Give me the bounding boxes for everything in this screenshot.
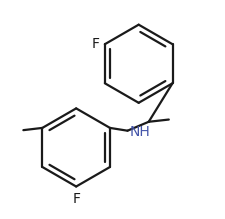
Text: F: F (72, 192, 80, 206)
Text: NH: NH (129, 125, 150, 139)
Text: F: F (91, 37, 99, 51)
